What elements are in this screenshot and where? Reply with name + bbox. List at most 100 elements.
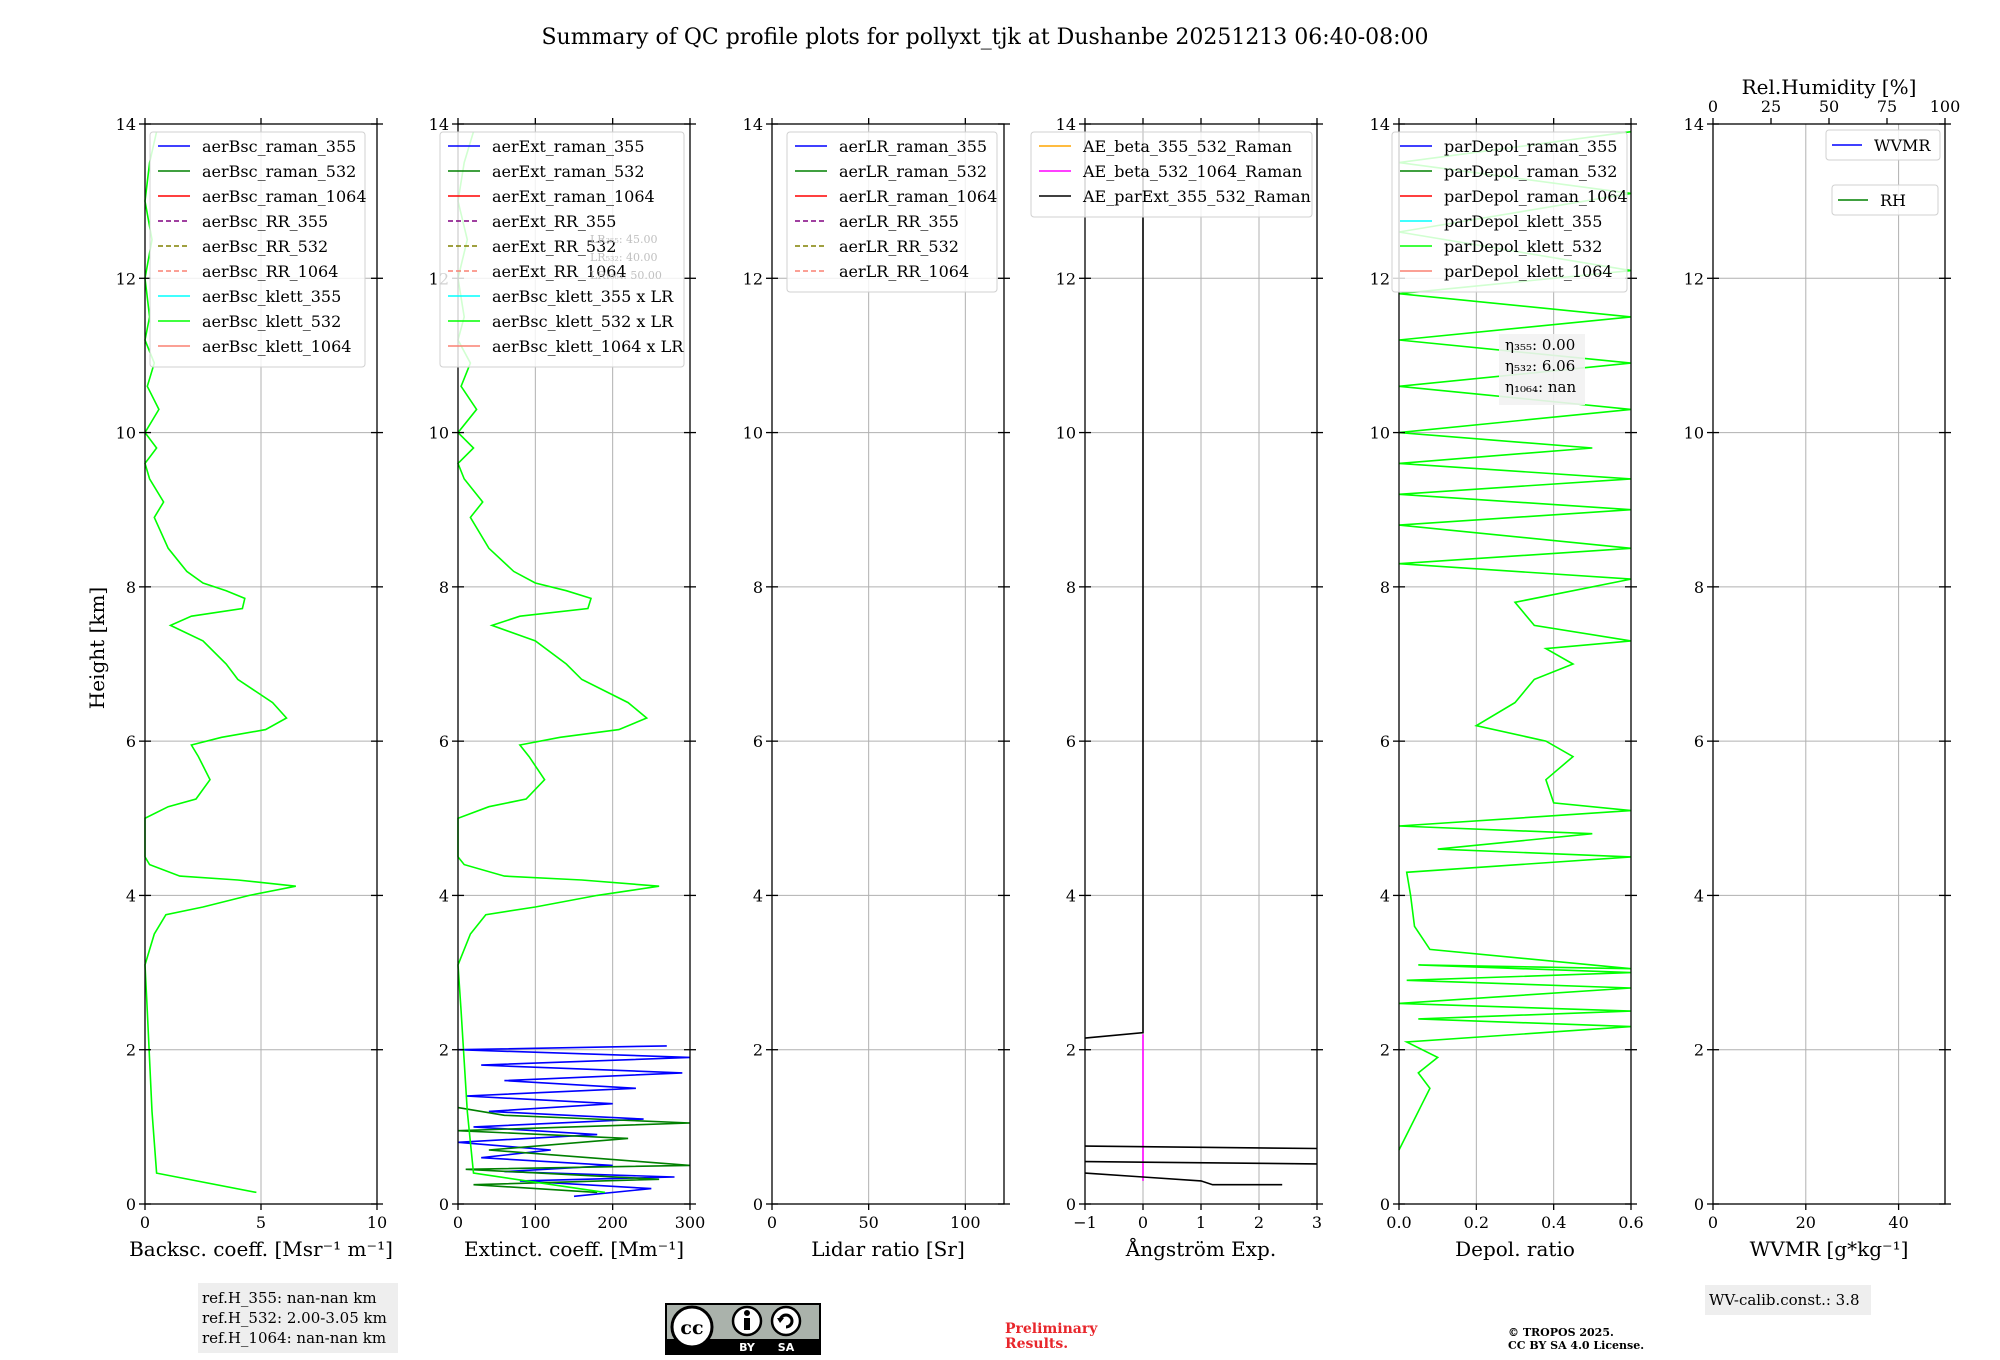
- legend-box: [1030, 131, 1313, 218]
- legend-label: aerLR_RR_532: [839, 237, 959, 256]
- sa-icon: [770, 1305, 802, 1337]
- legend-label: aerBsc_klett_1064: [202, 337, 351, 356]
- y-tick-label: 14: [116, 115, 136, 134]
- y-tick-label: 2: [1066, 1041, 1076, 1060]
- legend-label: aerLR_raman_355: [839, 137, 987, 156]
- y-tick-label: 4: [753, 886, 763, 905]
- badge-sa: SA: [778, 1341, 795, 1354]
- legend-label: aerBsc_raman_355: [202, 137, 356, 156]
- legend-label: aerLR_raman_1064: [839, 187, 997, 206]
- x-tick-label: 0: [453, 1213, 463, 1232]
- annotation-bg: [1499, 334, 1585, 405]
- x2-tick-label: 25: [1761, 97, 1781, 116]
- y-tick-label: 12: [1370, 269, 1390, 288]
- legend-label: aerLR_RR_355: [839, 212, 959, 231]
- panel-backscatter: 0 2 4 6 8 10 12 14 0 5 10 Backsc. coeff. [Msr⁻¹ m⁻¹…: [116, 115, 398, 1353]
- info-box-line: WV-calib.const.: 3.8: [1709, 1291, 1860, 1309]
- legend-label: parDepol_klett_532: [1444, 237, 1602, 256]
- x-axis-label: Depol. ratio: [1455, 1237, 1575, 1261]
- info-box-line: ref.H_532: 2.00-3.05 km: [202, 1309, 387, 1327]
- cc-license-badge[interactable]: cc BY SA: [665, 1303, 821, 1355]
- legend-label: aerBsc_klett_355: [202, 287, 341, 306]
- y-tick-label: 2: [753, 1041, 763, 1060]
- series-line-aerBsc_klett_532 x LR: [456, 131, 660, 1194]
- x-tick-label: 2: [1254, 1213, 1264, 1232]
- x-tick-label: 1: [1196, 1213, 1206, 1232]
- y-tick-label: 0: [1380, 1195, 1390, 1214]
- y-tick-label: 2: [126, 1041, 136, 1060]
- info-box-line: ref.H_355: nan-nan km: [202, 1289, 377, 1307]
- legend-box: [1825, 129, 1941, 161]
- legend: aerBsc_raman_355 aerBsc_raman_532 aerBsc_r…: [149, 131, 367, 368]
- copyright-line-1: © TROPOS 2025.: [1508, 1326, 1614, 1339]
- info-box: ref.H_355: nan-nan km ref.H_532: 2.00-3.0…: [198, 1283, 398, 1353]
- y-tick-label: 6: [1694, 732, 1704, 751]
- cc-icon: [670, 1305, 714, 1349]
- y-tick-label: 8: [753, 578, 763, 597]
- legend-label: RH: [1880, 191, 1906, 210]
- legend-label: aerExt_RR_532: [492, 237, 616, 256]
- legend-label: aerExt_raman_1064: [492, 187, 655, 206]
- y-tick-label: 4: [126, 886, 136, 905]
- y-tick-label: 12: [743, 269, 763, 288]
- series-line-aerExt_raman_355: [457, 1045, 691, 1198]
- x-tick-label: 5: [256, 1213, 266, 1232]
- legend-label: aerExt_raman_532: [492, 162, 645, 181]
- y-tick-label: 10: [1370, 424, 1390, 443]
- legend-box: [149, 131, 366, 368]
- panel-depol: 0 2 4 6 8 10 12 14 0.0 0.2 0.4 0.6 Depol. ratio parDe…: [1370, 115, 1644, 1261]
- series-group: [144, 131, 296, 1194]
- y-axis-label: Height [km]: [85, 587, 109, 709]
- y-tick-label: 14: [1370, 115, 1390, 134]
- y-tick-label: 0: [753, 1195, 763, 1214]
- annotation-text: LR₅₃₂: 40.00: [590, 251, 658, 264]
- annotation-text: η₁₀₆₄: nan: [1505, 378, 1576, 396]
- series-line-AE_parExt_355_532_Raman: [1084, 1172, 1283, 1186]
- legend-label: aerBsc_RR_532: [202, 237, 328, 256]
- y-tick-label: 4: [439, 886, 449, 905]
- legend-label: aerLR_raman_532: [839, 162, 987, 181]
- y-tick-label: 0: [1694, 1195, 1704, 1214]
- x-tick-label: 300: [675, 1213, 706, 1232]
- legend-box: [439, 131, 685, 368]
- series-line-aerExt_raman_532: [457, 1106, 691, 1194]
- x-tick-label: 0: [1708, 1213, 1718, 1232]
- y-tick-label: 14: [429, 115, 449, 134]
- info-box-bg: [1705, 1285, 1871, 1315]
- legend: AE_beta_355_532_Raman AE_beta_532_1064_Ra…: [1030, 131, 1313, 218]
- legend-label: aerExt_RR_355: [492, 212, 616, 231]
- y-tick-label: 14: [1056, 115, 1076, 134]
- axes-frame: [1398, 123, 1632, 1205]
- legend: parDepol_raman_355 parDepol_raman_532 parD…: [1391, 131, 1628, 293]
- x-tick-label: 0: [767, 1213, 777, 1232]
- x-tick-label: 0.4: [1541, 1213, 1566, 1232]
- legend-label: AE_parExt_355_532_Raman: [1082, 187, 1311, 206]
- annotation-group: LR₃₅₅: 45.00 LR₅₃₂: 40.00 LR₁₀₆₄: 50.00: [590, 233, 662, 282]
- x-tick-label: 20: [1796, 1213, 1816, 1232]
- axes-frame: [771, 123, 1005, 1205]
- y-tick-label: 4: [1066, 886, 1076, 905]
- x-tick-label: 100: [520, 1213, 551, 1232]
- series-group: [456, 131, 691, 1198]
- x-axis-label: Lidar ratio [Sr]: [811, 1237, 965, 1261]
- axes-frame: [1712, 123, 1946, 1205]
- y-tick-label: 10: [1684, 424, 1704, 443]
- x-tick-label: 200: [597, 1213, 628, 1232]
- x-tick-label: 3: [1312, 1213, 1322, 1232]
- preliminary-line-2: Results.: [1005, 1336, 1068, 1352]
- y-tick-label: 6: [1380, 732, 1390, 751]
- figure-title: Summary of QC profile plots for pollyxt_…: [541, 25, 1428, 50]
- info-box-bg: [198, 1283, 398, 1353]
- y-tick-label: 2: [439, 1041, 449, 1060]
- legend-label: aerBsc_raman_532: [202, 162, 356, 181]
- y-tick-label: 0: [126, 1195, 136, 1214]
- x2-tick-label: 75: [1877, 97, 1897, 116]
- legend-label: WVMR: [1874, 136, 1931, 155]
- x-axis-label: Backsc. coeff. [Msr⁻¹ m⁻¹]: [129, 1237, 393, 1261]
- y-tick-label: 10: [116, 424, 136, 443]
- x-axis-label: WVMR [g*kg⁻¹]: [1750, 1237, 1909, 1261]
- y-tick-label: 12: [116, 269, 136, 288]
- y-tick-label: 6: [753, 732, 763, 751]
